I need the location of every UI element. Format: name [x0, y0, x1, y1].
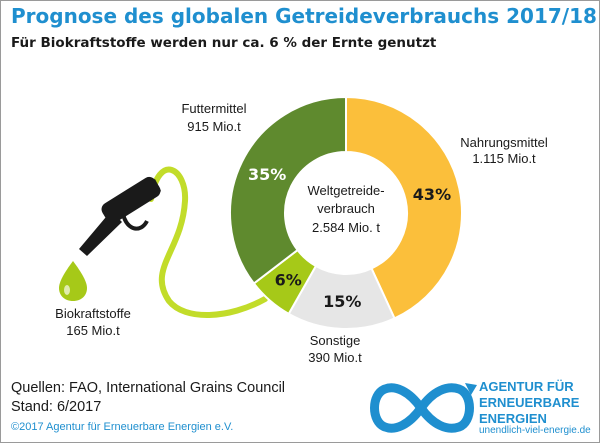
label-nahrungsmittel-name: Nahrungsmittel [460, 135, 548, 150]
percent-label-sonstige: 15% [323, 292, 361, 311]
label-biokraftstoffe-value: 165 Mio.t [66, 323, 120, 338]
center-label-total: 2.584 Mio. t [312, 220, 380, 235]
logo-line3: ENERGIEN [479, 411, 547, 426]
label-futtermittel-value: 915 Mio.t [187, 119, 241, 134]
page-title: Prognose des globalen Getreideverbrauchs… [11, 4, 597, 28]
copyright-text: ©2017 Agentur für Erneuerbare Energien e… [11, 421, 234, 433]
infinity-logo-icon [370, 383, 477, 433]
center-label-line1: Weltgetreide- [307, 183, 384, 198]
donut-center [285, 152, 407, 274]
label-sonstige-name: Sonstige [310, 333, 361, 348]
label-nahrungsmittel-value: 1.115 Mio.t [472, 151, 536, 166]
page-subtitle: Für Biokraftstoffe werden nur ca. 6 % de… [11, 35, 437, 51]
percent-label-biokraftstoffe: 6% [275, 270, 302, 289]
label-biokraftstoffe-name: Biokraftstoffe [55, 306, 131, 321]
fuel-drop-icon [59, 261, 87, 301]
logo-line2: ERNEUERBARE [479, 395, 580, 410]
center-label-line2: verbrauch [317, 201, 375, 216]
logo-line1: AGENTUR FÜR [479, 379, 574, 394]
logo-wordmark: AGENTUR FÜR ERNEUERBARE ENERGIEN [479, 379, 579, 427]
fuel-hose [148, 166, 268, 319]
percent-label-nahrungsmittel: 43% [413, 185, 451, 204]
sources-text: Quellen: FAO, International Grains Counc… [11, 380, 286, 396]
stand-text: Stand: 6/2017 [11, 399, 102, 415]
percent-label-futtermittel: 35% [248, 165, 286, 184]
label-futtermittel-name: Futtermittel [181, 101, 246, 116]
label-sonstige-value: 390 Mio.t [308, 350, 362, 365]
logo-url: unendlich-viel-energie.de [479, 425, 591, 436]
fuel-nozzle-icon [79, 176, 161, 256]
